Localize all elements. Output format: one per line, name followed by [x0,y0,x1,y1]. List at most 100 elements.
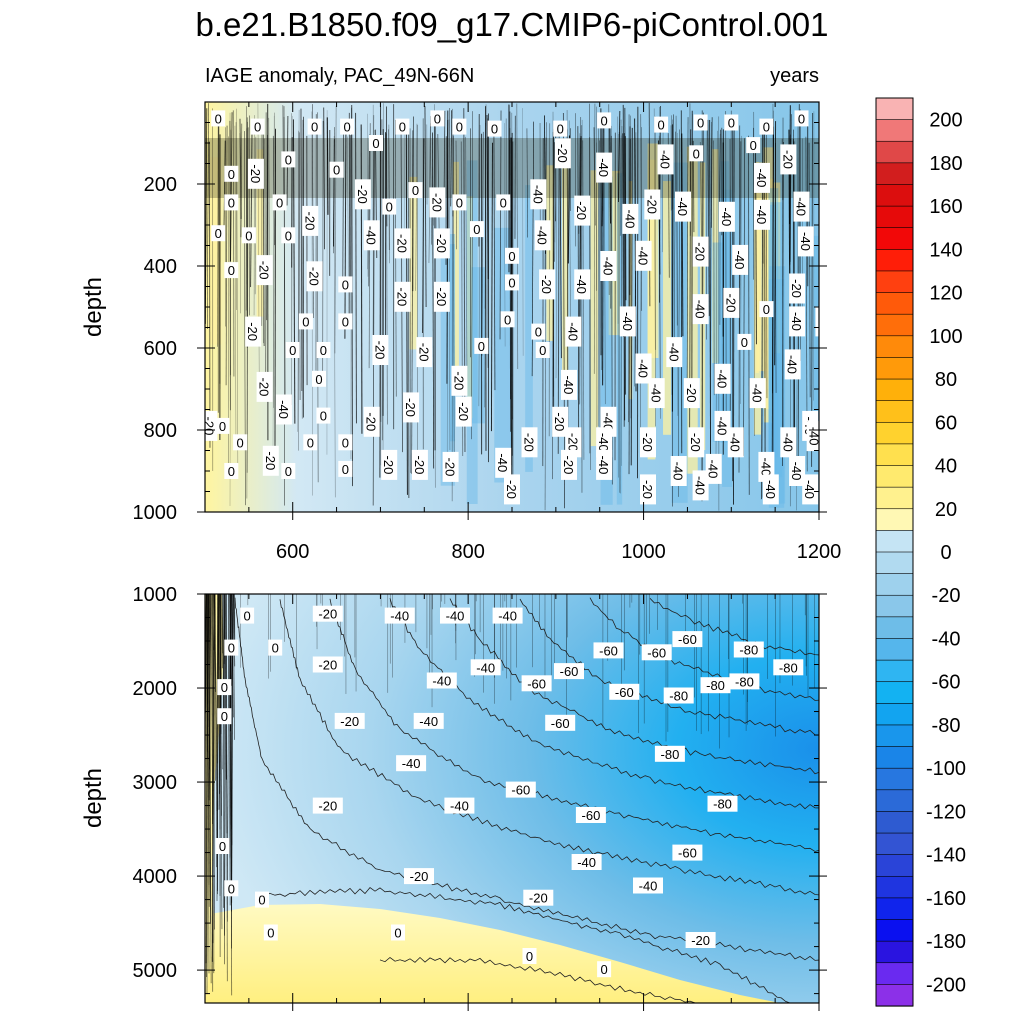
contour-label: -20 [363,406,380,437]
lower-panel: 0 -20 -40 -40 -400 0-20 -40-40 -60-60-60 -60-60-… [80,584,827,1011]
contour-label: 0 [255,891,269,908]
contour-label: 0 [281,463,296,479]
contour-label: 0 [307,118,322,135]
colorbar-swatch [875,703,914,726]
contour-label-text: 0 [342,277,349,292]
contour-label-text: -20 [318,799,337,814]
upper-contour-streak [509,128,512,465]
colorbar-labels: 200180160140120100806040200-20-40-60-80-… [926,110,966,997]
upper-contour-streak [481,131,484,356]
contour-label-text: 0 [750,138,757,153]
contour-label-text: 0 [311,120,318,135]
upper-contour-streak [774,121,777,366]
contour-label-text: 0 [215,111,222,126]
figure-title: b.e21.B1850.f09_g17.CMIP6-piControl.001 [196,6,829,43]
upper-contour-streak [617,116,619,478]
contour-label: 0 [340,118,355,135]
upper-contour-streak [710,121,712,467]
contour-label-box [224,639,239,656]
colorbar-swatch [875,573,914,596]
contour-label-text: -20 [340,714,359,729]
colorbar-swatch [875,551,914,575]
contour-label: -20 [433,228,450,259]
upper-contour-streak [738,125,741,473]
contour-label-box [307,118,322,135]
contour-label: -40 [732,244,749,275]
contour-label-box [733,641,764,658]
contour-label-text: -60 [551,716,570,731]
contour-label-text: -40 [639,879,658,894]
colorbar-swatch [875,421,914,445]
upper-contour-streak [422,138,425,333]
subtitle-left: IAGE anomaly, PAC_49N-66N [205,65,474,87]
contour-label-text: 0 [557,122,564,137]
contour-label-text: -40 [728,433,743,452]
contour-label-box [663,687,694,704]
contour-label-text: -20 [555,144,570,163]
contour-label: -40 [565,316,582,347]
contour-label-text: -20 [780,150,795,169]
contour-label-box [416,337,433,368]
contour-label-text: -40 [574,275,589,294]
upper-contour-streak [589,137,592,471]
contour-label: -20 [565,427,582,458]
contour-label: -40 [648,378,665,409]
contour-label-box [723,287,740,318]
contour-label-box [754,162,770,193]
contour-label-box [657,144,674,175]
contour-label-text: -40 [276,400,291,419]
contour-label: -40 [426,672,457,689]
upper-contour-streak [342,126,345,279]
upper-contour-streak [555,128,558,379]
colorbar-swatch [875,616,914,640]
contour-label-box [233,434,248,451]
contour-label: -40 [600,251,617,281]
contour-label: 0 [597,961,612,978]
contour-label: -20 [644,189,661,220]
contour-label: 0 [654,116,669,133]
contour-label: 0 [338,434,353,451]
contour-label: -60 [672,631,703,648]
contour-label: 0 [452,118,467,135]
contour-label-text: -60 [615,685,634,700]
colorbar-swatch [875,227,914,250]
lower-contour-streak [219,594,223,930]
contour-label-box [382,198,397,215]
contour-label-box [316,342,331,358]
contour-label: -80 [654,745,685,762]
contour-label-text: 0 [600,113,607,128]
contour-label-text: -40 [794,197,809,216]
contour-label-box [561,449,577,480]
upper-axes: 600 800 1000 1200 200 400 600 800 1000 [133,102,841,563]
contour-label-box [705,453,722,484]
contour-label: -80 [729,673,760,690]
contour-label: -60 [672,844,703,861]
contour-label: -20 [245,316,262,347]
contour-label: -40 [622,203,639,234]
contour-label-text: -80 [669,689,688,704]
contour-label: -40 [470,659,501,676]
lower-contour-line [379,956,701,1003]
contour-label-box [224,194,239,211]
upper-contour-streak [557,123,560,454]
upper-positive-streak [210,157,222,345]
contour-label-text: 0 [307,435,314,450]
contour-label: -40 [444,797,475,814]
contour-label: 0 [303,434,318,451]
contour-label: -20 [789,273,806,304]
contour-label-text: -80 [735,674,754,689]
upper-contour-streak [311,111,313,496]
upper-contour-streak [381,119,383,441]
colorbar-swatch [875,270,914,294]
contour-label: -20 [334,712,365,729]
contour-label-text: -20 [574,201,589,220]
contour-label-box [707,795,738,812]
contour-label-text: -20 [248,164,263,183]
y-tick-label: 4000 [133,866,178,888]
upper-contour-streak [344,130,347,339]
upper-contour-streak [235,122,238,311]
contour-label-text: 0 [289,343,296,358]
contour-label-text: -40 [596,456,611,475]
contour-label: -40 [793,191,810,222]
